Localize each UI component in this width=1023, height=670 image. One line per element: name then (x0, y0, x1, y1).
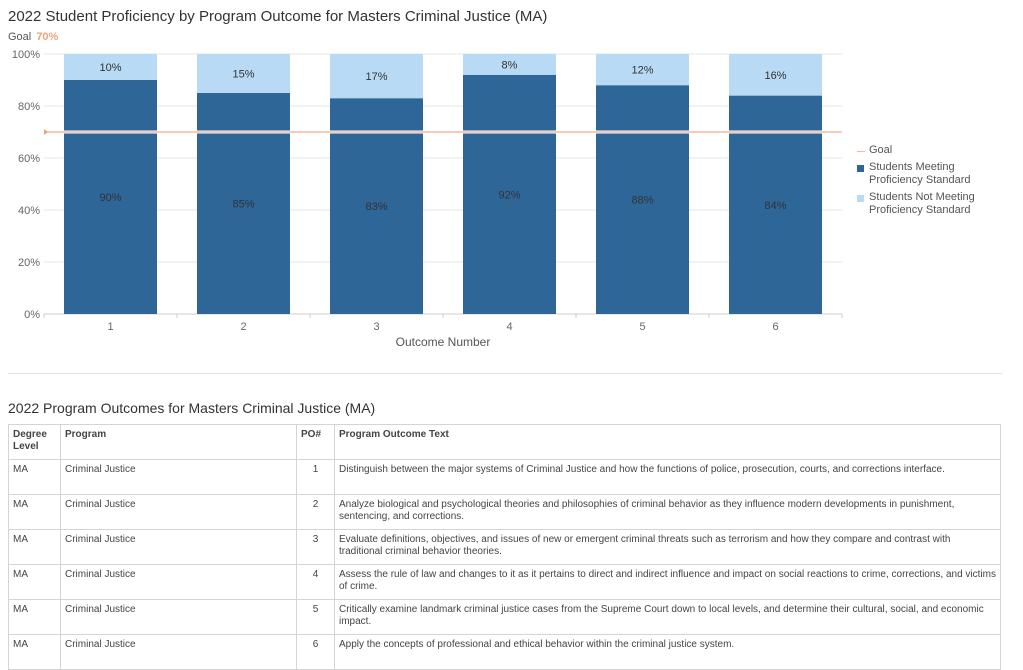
bar-data-label: 12% (631, 65, 653, 77)
bar-not-meeting (64, 54, 157, 80)
cell-degree-level: MA (8, 494, 61, 530)
bar-data-label: 90% (99, 192, 121, 204)
cell-degree-level: MA (8, 529, 61, 565)
goal-indicator: Goal 70% (8, 31, 58, 43)
legend-item-meeting[interactable]: Students Meeting Proficiency Standard (857, 161, 997, 187)
bar-data-label: 17% (365, 71, 387, 83)
bar-not-meeting (729, 54, 822, 96)
cell-po-number: 3 (296, 529, 335, 565)
cell-degree-level: MA (8, 599, 61, 635)
y-tick-label: 0% (24, 309, 40, 321)
cell-program: Criminal Justice (60, 529, 297, 565)
bar-data-label: 92% (498, 189, 520, 201)
x-axis-label: Outcome Number (396, 335, 491, 349)
bar-data-label: 84% (764, 200, 786, 212)
x-tick-label: 6 (772, 321, 778, 333)
cell-outcome-text: Evaluate definitions, objectives, and is… (334, 529, 1001, 565)
table-row: MA Criminal Justice 1 Distinguish betwee… (8, 459, 1001, 495)
table-row: MA Criminal Justice 4 Assess the rule of… (8, 564, 1001, 600)
cell-outcome-text: Assess the rule of law and changes to it… (334, 564, 1001, 600)
cell-po-number: 5 (296, 599, 335, 635)
x-tick-label: 3 (373, 321, 379, 333)
goal-label: Goal (8, 31, 32, 43)
bar-meeting (596, 85, 689, 314)
bar-data-label: 8% (502, 59, 518, 71)
cell-outcome-text: Analyze biological and psychological the… (334, 494, 1001, 530)
bar-data-label: 16% (764, 70, 786, 82)
cell-degree-level: MA (8, 459, 61, 495)
bar-data-label: 10% (99, 62, 121, 74)
legend-item-goal[interactable]: Goal (857, 144, 997, 157)
cell-program: Criminal Justice (60, 564, 297, 600)
bar-meeting (330, 98, 423, 314)
chart-legend: Goal Students Meeting Proficiency Standa… (857, 144, 997, 221)
header-program: Program (60, 424, 297, 460)
table-title: 2022 Program Outcomes for Masters Crimin… (8, 400, 376, 416)
bar-data-label: 15% (232, 69, 254, 81)
x-tick-label: 4 (506, 321, 512, 333)
bar-meeting (197, 93, 290, 314)
cell-program: Criminal Justice (60, 634, 297, 670)
cell-degree-level: MA (8, 634, 61, 670)
cell-program: Criminal Justice (60, 459, 297, 495)
cell-outcome-text: Apply the concepts of professional and e… (334, 634, 1001, 670)
bar-data-label: 83% (365, 201, 387, 213)
cell-outcome-text: Critically examine landmark criminal jus… (334, 599, 1001, 635)
goal-value: 70% (36, 31, 59, 43)
x-tick-label: 5 (639, 321, 645, 333)
cell-degree-level: MA (8, 564, 61, 600)
chart-title: 2022 Student Proficiency by Program Outc… (8, 8, 548, 25)
x-tick-label: 2 (240, 321, 246, 333)
y-tick-label: 60% (18, 153, 40, 165)
table-row: MA Criminal Justice 6 Apply the concepts… (8, 634, 1001, 670)
bar-meeting (64, 80, 157, 314)
bar-data-label: 88% (631, 195, 653, 207)
legend-swatch-not-meeting (857, 195, 864, 202)
y-tick-label: 80% (18, 101, 40, 113)
header-degree-level: Degree Level (8, 424, 61, 460)
y-tick-label: 20% (18, 257, 40, 269)
goal-marker (44, 129, 48, 135)
legend-swatch-meeting (857, 165, 864, 172)
bar-not-meeting (197, 54, 290, 93)
header-po-number: PO# (296, 424, 335, 460)
cell-po-number: 2 (296, 494, 335, 530)
bar-chart: 0% 20% 40% 60% 80% 100% 90% 10% 1 85% 15% 2 83% 17% 3 9… (12, 49, 843, 349)
table-row: MA Criminal Justice 2 Analyze biological… (8, 494, 1001, 530)
legend-label-not-meeting: Students Not Meeting Proficiency Standar… (869, 191, 975, 216)
bar-not-meeting (596, 54, 689, 86)
legend-item-not-meeting[interactable]: Students Not Meeting Proficiency Standar… (857, 191, 997, 217)
cell-program: Criminal Justice (60, 494, 297, 530)
cell-po-number: 1 (296, 459, 335, 495)
legend-label-meeting: Students Meeting Proficiency Standard (869, 161, 971, 186)
cell-outcome-text: Distinguish between the major systems of… (334, 459, 1001, 495)
y-tick-label: 40% (18, 205, 40, 217)
table-header-row: Degree Level Program PO# Program Outcome… (8, 424, 1001, 460)
program-outcomes-table: Degree Level Program PO# Program Outcome… (8, 424, 1001, 670)
bar-not-meeting (463, 54, 556, 75)
bar-not-meeting (330, 54, 423, 99)
legend-label-goal: Goal (869, 144, 893, 156)
cell-po-number: 4 (296, 564, 335, 600)
section-divider (8, 373, 1002, 374)
legend-goal-line (857, 151, 865, 152)
y-tick-label: 100% (12, 49, 40, 61)
bar-data-label: 85% (232, 199, 254, 211)
bar-meeting (463, 74, 556, 314)
cell-po-number: 6 (296, 634, 335, 670)
table-row: MA Criminal Justice 3 Evaluate definitio… (8, 529, 1001, 565)
cell-program: Criminal Justice (60, 599, 297, 635)
header-outcome-text: Program Outcome Text (334, 424, 1001, 460)
table-row: MA Criminal Justice 5 Critically examine… (8, 599, 1001, 635)
x-tick-label: 1 (107, 321, 113, 333)
